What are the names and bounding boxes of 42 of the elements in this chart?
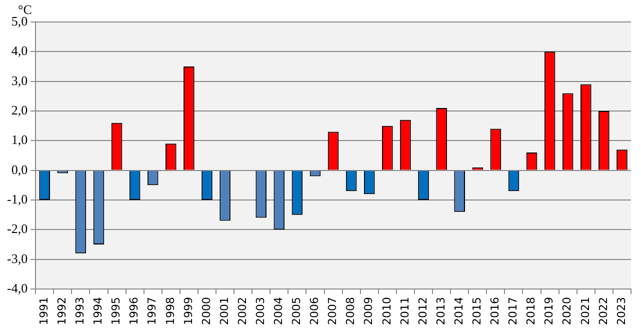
x-tick-label: 2004 xyxy=(272,297,286,326)
x-tick-label: 2017 xyxy=(506,297,520,326)
x-tick-label: 1996 xyxy=(128,297,141,326)
x-tick-label: 2020 xyxy=(560,297,574,326)
x-tick-label: 2008 xyxy=(344,297,358,326)
x-tick-label: 2009 xyxy=(362,297,376,326)
x-tick-label: 2000 xyxy=(200,297,213,326)
x-tick-label: 2022 xyxy=(596,297,610,326)
x-tick-label: 2007 xyxy=(326,297,340,326)
x-tick-label: 2019 xyxy=(542,297,556,326)
x-tick-label: 2001 xyxy=(218,297,231,326)
x-tick-label: 2011 xyxy=(398,297,412,326)
x-tick-label: 2015 xyxy=(470,297,484,326)
x-tick-label: 2005 xyxy=(290,297,304,326)
y-tick-label: 0,0 xyxy=(11,162,28,177)
x-tick-label: 1993 xyxy=(74,297,87,326)
x-tick-label: 1992 xyxy=(56,297,69,326)
y-tick-label: -4,0 xyxy=(6,280,28,296)
y-tick-label: -1,0 xyxy=(6,191,28,206)
y-tick-label: 1,0 xyxy=(11,132,28,148)
x-tick-label: 1991 xyxy=(37,297,50,326)
x-tick-label: 2016 xyxy=(488,297,502,326)
x-tick-label: 2013 xyxy=(434,297,448,326)
y-tick-label: 2,0 xyxy=(11,102,28,118)
x-tick-label: 2012 xyxy=(416,297,430,326)
x-tick-label: 2003 xyxy=(254,297,267,326)
x-tick-label: 1995 xyxy=(110,297,123,326)
x-tick-label: 2014 xyxy=(452,297,466,326)
x-tick-label: 2010 xyxy=(380,297,394,326)
x-tick-label: 1994 xyxy=(92,297,105,326)
x-tick-label: 2006 xyxy=(308,297,322,326)
x-tick-label: 2023 xyxy=(614,297,628,326)
y-tick-label: -2,0 xyxy=(6,221,28,236)
y-tick-label: 4,0 xyxy=(11,43,28,58)
x-tick-label: 2021 xyxy=(578,297,592,326)
x-tick-label: 1998 xyxy=(164,297,177,326)
x-tick-label: 1999 xyxy=(182,297,195,326)
x-tick-label: 2002 xyxy=(236,297,249,326)
y-tick-label: -3,0 xyxy=(6,250,28,266)
x-tick-label: 1997 xyxy=(146,297,159,326)
x-tick-label: 2018 xyxy=(524,297,538,326)
y-tick-label: 3,0 xyxy=(11,72,28,88)
